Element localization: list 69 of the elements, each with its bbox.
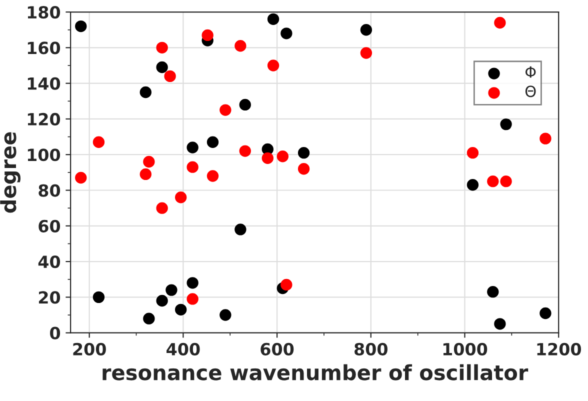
point xyxy=(500,118,512,130)
point xyxy=(280,278,292,291)
x-tick-label: 200 xyxy=(73,342,106,356)
point xyxy=(267,13,280,26)
y-tick-label: 20 xyxy=(38,291,60,304)
point xyxy=(186,277,198,289)
y-tick-label: 180 xyxy=(28,6,60,19)
point xyxy=(540,307,552,320)
legend-label: Φ xyxy=(525,66,536,78)
point xyxy=(75,20,87,32)
point xyxy=(298,163,310,175)
point xyxy=(140,168,152,180)
x-tick-label: 400 xyxy=(166,342,200,356)
y-axis-title: degree xyxy=(0,132,20,213)
y-tick-label: 140 xyxy=(28,77,60,90)
point xyxy=(92,291,105,304)
point xyxy=(494,318,506,330)
point xyxy=(156,61,168,74)
point xyxy=(267,60,280,72)
point xyxy=(234,224,246,236)
point xyxy=(494,16,506,29)
point xyxy=(174,192,187,204)
point xyxy=(206,136,219,148)
y-tick-label: 120 xyxy=(28,112,60,126)
point xyxy=(239,145,251,157)
point xyxy=(202,29,214,42)
point xyxy=(487,286,499,298)
legend-label: Θ xyxy=(525,86,536,98)
point xyxy=(164,70,176,82)
point xyxy=(360,47,372,59)
y-tick-label: 60 xyxy=(38,220,60,232)
y-tick-label: 80 xyxy=(38,184,60,197)
point xyxy=(234,40,246,52)
x-tick-label: 800 xyxy=(354,342,388,356)
point xyxy=(466,146,479,159)
point xyxy=(540,132,552,144)
point xyxy=(206,170,219,182)
y-tick-label: 100 xyxy=(28,148,60,162)
point xyxy=(239,98,251,111)
point xyxy=(186,142,198,154)
point xyxy=(186,293,198,305)
point xyxy=(276,150,289,162)
point xyxy=(174,304,187,316)
point xyxy=(487,175,499,188)
point xyxy=(156,42,168,54)
x-tick-label: 1200 xyxy=(537,342,581,356)
y-tick-label: 160 xyxy=(28,42,60,54)
point xyxy=(500,175,512,188)
point xyxy=(220,309,232,321)
point xyxy=(280,28,292,40)
point xyxy=(143,312,155,324)
y-tick-label: 0 xyxy=(50,326,60,340)
point xyxy=(466,179,479,191)
y-tick-label: 40 xyxy=(38,256,60,268)
point xyxy=(156,294,168,307)
x-tick-label: 1000 xyxy=(443,342,488,356)
point xyxy=(220,104,232,116)
x-axis-title: resonance wavenumber of oscillator xyxy=(102,364,528,380)
point xyxy=(186,161,198,173)
point xyxy=(166,284,178,296)
point xyxy=(75,172,87,184)
point xyxy=(262,152,274,164)
point xyxy=(143,156,155,168)
point xyxy=(156,202,168,214)
point xyxy=(140,86,152,98)
point xyxy=(298,146,310,159)
point xyxy=(92,136,105,148)
x-tick-label: 600 xyxy=(260,342,294,356)
point xyxy=(360,24,372,36)
